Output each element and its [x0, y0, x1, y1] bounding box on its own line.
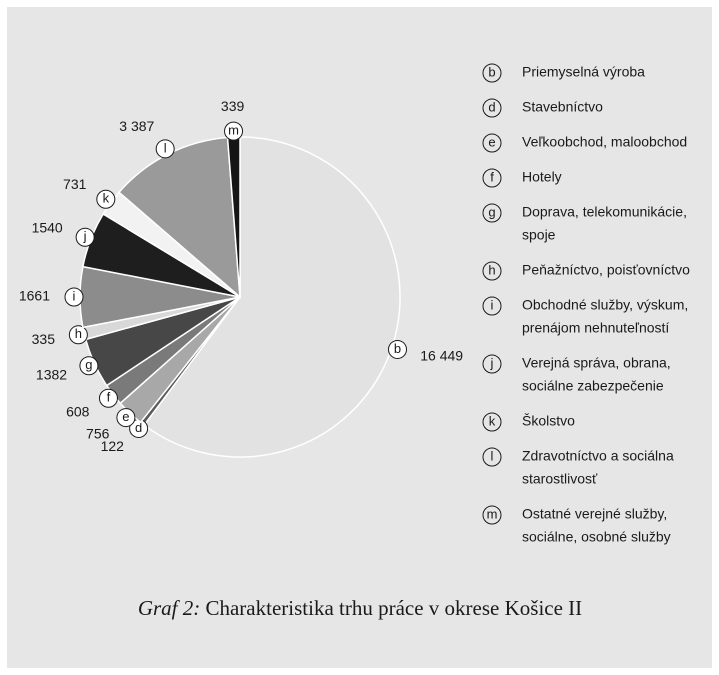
code-circle	[68, 325, 88, 345]
legend-code: j	[490, 355, 494, 370]
legend-label: Doprava, telekomunikácie,	[522, 204, 687, 220]
value-label: 122	[101, 438, 125, 454]
value-label: 16 449	[420, 348, 463, 364]
value-label: 1661	[19, 288, 50, 304]
code-label: l	[164, 140, 167, 155]
legend-code: e	[488, 134, 495, 149]
code-label: j	[83, 229, 87, 244]
code-circle	[224, 121, 244, 141]
legend-circle	[482, 412, 502, 432]
code-label: g	[85, 357, 92, 372]
code-label: h	[75, 326, 82, 341]
value-label: 3 387	[119, 118, 154, 134]
legend-label: Školstvo	[522, 413, 575, 429]
code-circle	[75, 227, 95, 247]
legend-label: Ostatné verejné služby,	[522, 506, 667, 522]
legend-label: Peňažníctvo, poisťovníctvo	[522, 262, 690, 278]
legend-code: i	[491, 297, 494, 312]
code-label: k	[103, 191, 110, 206]
code-circle	[155, 139, 175, 159]
legend-label: Zdravotníctvo a sociálna	[522, 448, 674, 464]
legend-code: m	[487, 506, 498, 521]
code-circle	[64, 287, 84, 307]
legend-code: h	[488, 262, 495, 277]
caption-label: Graf 2:	[138, 596, 200, 620]
legend-label: prenájom nehnuteľností	[522, 320, 669, 336]
value-label: 731	[63, 176, 87, 192]
legend-code: d	[488, 99, 495, 114]
code-circle	[98, 388, 118, 408]
legend-code: k	[489, 413, 496, 428]
legend-circle	[482, 63, 502, 83]
legend-label: Verejná správa, obrana,	[522, 355, 671, 371]
legend-label: Priemyselná výroba	[522, 64, 645, 80]
legend-code: g	[488, 204, 495, 219]
legend-label: spoje	[522, 227, 556, 243]
code-circle	[387, 339, 407, 359]
legend-code: b	[488, 64, 495, 79]
legend-code: f	[490, 169, 494, 184]
code-label: f	[107, 390, 111, 405]
code-label: e	[122, 409, 129, 424]
value-label: 1540	[32, 219, 63, 235]
code-label: i	[73, 288, 76, 303]
code-label: d	[135, 420, 142, 435]
code-label: m	[228, 123, 239, 138]
legend-label: Stavebníctvo	[522, 99, 603, 115]
legend-code: l	[491, 448, 494, 463]
value-label: 756	[86, 426, 110, 442]
legend-circle	[482, 505, 502, 525]
legend-circle	[482, 261, 502, 281]
value-label: 339	[221, 98, 245, 114]
legend-circle	[482, 296, 502, 316]
code-circle	[116, 408, 136, 428]
code-label: b	[394, 341, 401, 356]
caption: Graf 2: Charakteristika trhu práce v okr…	[138, 596, 582, 620]
legend-label: Obchodné služby, výskum,	[522, 297, 688, 313]
legend-circle	[482, 98, 502, 118]
value-label: 1382	[36, 366, 67, 382]
value-label: 335	[32, 331, 56, 347]
code-circle	[96, 189, 116, 209]
code-circle	[79, 356, 99, 376]
legend-circle	[482, 447, 502, 467]
chart-title: Charakteristika trhu práce v okrese Koši…	[205, 596, 582, 620]
legend-circle	[482, 168, 502, 188]
legend-label: sociálne, osobné služby	[522, 529, 671, 545]
legend-label: Veľkoobchod, maloobchod	[522, 134, 687, 150]
legend-label: sociálne zabezpečenie	[522, 378, 664, 394]
value-label: 608	[66, 404, 90, 420]
legend-label: Hotely	[522, 169, 562, 185]
legend-label: starostlivosť	[522, 471, 598, 487]
legend-circle	[482, 203, 502, 223]
legend-circle	[482, 133, 502, 153]
legend-circle	[482, 354, 502, 374]
